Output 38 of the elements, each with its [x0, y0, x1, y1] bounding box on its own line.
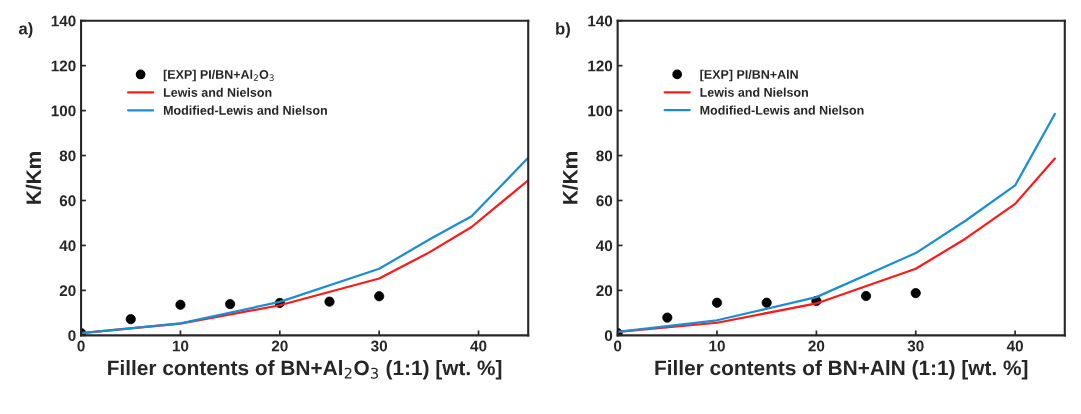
y-tick-label: 100 — [588, 105, 613, 117]
y-tick-label: 40 — [596, 240, 613, 252]
x-tick-label: 10 — [172, 340, 189, 352]
chart-title: b) — [556, 22, 570, 38]
y-axis-title: K/Km — [562, 152, 578, 204]
y-tick-label: 60 — [596, 195, 613, 207]
y-tick-label: 20 — [596, 285, 613, 297]
y-tick-label: 140 — [51, 15, 76, 27]
x-tick-label: 40 — [1006, 340, 1023, 352]
y-axis-title: K/Km — [25, 152, 42, 204]
x-axis-title: Filler contents of BN+AlN (1:1) [wt. %] — [655, 360, 1028, 380]
x-tick-label: 20 — [808, 340, 825, 352]
y-tick-label: 0 — [68, 330, 76, 342]
legend-label: Lewis and Nielson — [163, 87, 272, 97]
x-tick-label: 20 — [271, 340, 288, 352]
y-tick-label: 140 — [588, 15, 613, 27]
x-tick-label: 30 — [907, 340, 924, 352]
x-tick-label: 30 — [371, 340, 388, 352]
y-tick-label: 120 — [588, 60, 613, 72]
legend-label: [EXP] PI/BN+AlN — [700, 69, 798, 82]
x-tick-label: 40 — [470, 340, 487, 352]
y-tick-label: 60 — [59, 195, 76, 207]
legend-label: [EXP] PI/BN+Al$_{2}$O$_{3}$ — [163, 69, 274, 82]
y-tick-label: 0 — [604, 330, 613, 342]
x-tick-label: 0 — [614, 340, 622, 352]
legend-label: Lewis and Nielson — [700, 87, 808, 97]
y-tick-label: 20 — [59, 285, 76, 297]
legend-label: Modified-Lewis and Nielson — [163, 105, 327, 115]
x-tick-label: 0 — [77, 340, 85, 352]
x-tick-label: 10 — [709, 340, 725, 352]
y-tick-label: 120 — [51, 60, 76, 72]
chart-title: a) — [18, 22, 33, 38]
y-tick-label: 80 — [59, 150, 76, 162]
x-axis-title: Filler contents of BN+Al$_{2}$O$_{3}$ (1:1) [wt. %] — [108, 360, 502, 380]
legend-label: Modified-Lewis and Nielson — [700, 105, 864, 115]
y-tick-label: 80 — [596, 150, 613, 162]
y-tick-label: 100 — [51, 105, 76, 117]
y-tick-label: 40 — [59, 240, 76, 252]
